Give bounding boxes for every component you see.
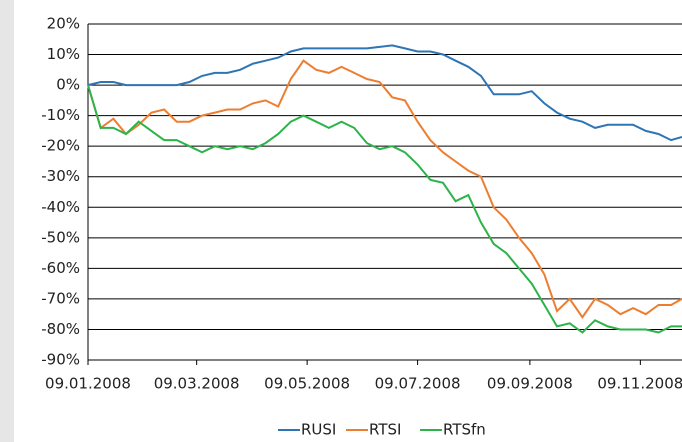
legend-label: RTSI: [369, 421, 401, 439]
y-tick-label: 20%: [47, 15, 80, 33]
y-tick-label: 10%: [47, 45, 80, 63]
y-tick-label: -90%: [41, 351, 80, 369]
series-line: [87, 44, 682, 142]
y-tick-label: -40%: [41, 198, 80, 216]
y-tick-label: -80%: [41, 320, 80, 338]
y-tick-label: -50%: [41, 228, 80, 246]
series-line: [87, 59, 682, 319]
side-strip: [0, 0, 14, 442]
y-tick-label: 0%: [56, 76, 80, 94]
legend-label: RUSI: [301, 421, 336, 439]
x-tick-label: 09.05.2008: [264, 375, 350, 393]
y-tick-label: -70%: [41, 289, 80, 307]
x-tick-label: 09.11.2008: [597, 375, 682, 393]
x-tick-label: 09.07.2008: [375, 375, 461, 393]
x-tick-label: 09.09.2008: [487, 375, 573, 393]
x-tick-label: 09.01.2008: [45, 375, 131, 393]
legend-label: RTSfn: [443, 421, 486, 439]
x-tick-label: 09.03.2008: [154, 375, 240, 393]
series-line: [87, 84, 682, 334]
y-tick-label: -60%: [41, 259, 80, 277]
y-tick-label: -20%: [41, 137, 80, 155]
y-tick-label: -30%: [41, 167, 80, 185]
y-tick-label: -10%: [41, 106, 80, 124]
